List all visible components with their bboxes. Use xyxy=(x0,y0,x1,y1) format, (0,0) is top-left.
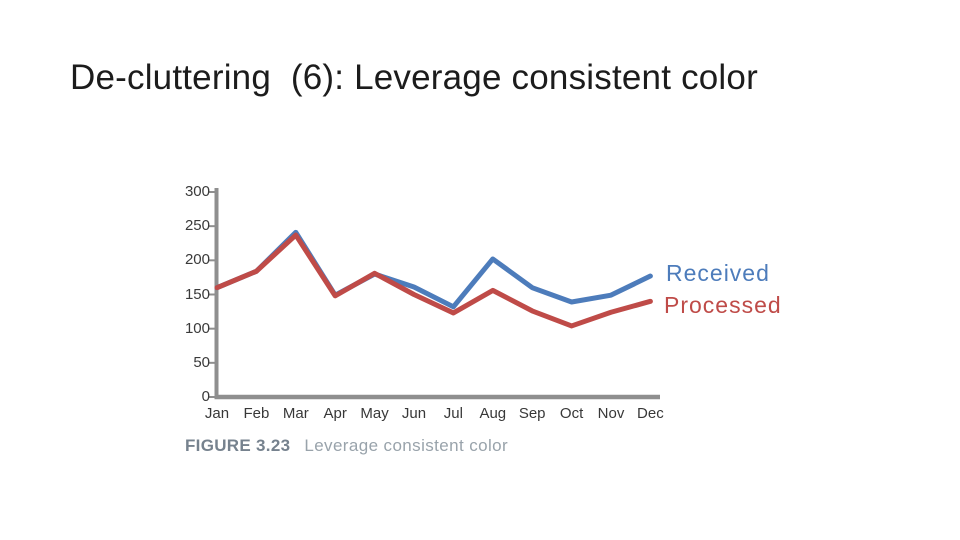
y-axis-tick-label: 100 xyxy=(184,319,210,337)
slide-title: De-cluttering (6): Leverage consistent c… xyxy=(70,58,758,97)
x-axis-tick-label: Jan xyxy=(204,405,230,422)
series-line-processed xyxy=(214,232,653,329)
x-axis-tick-label: Aug xyxy=(479,405,507,422)
series-label-processed: Processed xyxy=(664,292,782,318)
x-axis-tick-label: Jul xyxy=(443,405,463,422)
x-axis-tick-label: Oct xyxy=(559,405,584,422)
series-label-received: Received xyxy=(666,260,770,286)
series-line-received xyxy=(214,229,653,310)
chart-canvas xyxy=(209,188,660,400)
line-chart-figure: 0 50 100 150 200 250 300 Jan Feb Mar Apr May Jun Jul… xyxy=(180,170,860,480)
figure-caption: FIGURE 3.23 Leverage consistent color xyxy=(185,436,508,456)
figure-caption-text: Leverage consistent color xyxy=(304,436,509,455)
x-axis-tick-label: Mar xyxy=(282,405,309,422)
x-axis-tick-label: May xyxy=(360,405,389,422)
x-axis-tick-label: Apr xyxy=(323,405,347,422)
x-axis-tick-label: Dec xyxy=(637,405,664,422)
x-axis-tick-label: Nov xyxy=(597,405,625,422)
figure-caption-label: FIGURE 3.23 xyxy=(185,436,291,455)
y-axis-tick-label: 300 xyxy=(184,183,210,200)
x-axis-tick-label: Sep xyxy=(518,405,546,422)
y-axis-tick-label: 250 xyxy=(184,217,210,235)
x-axis-tick-label: Feb xyxy=(243,405,270,422)
y-axis-tick-label: 0 xyxy=(201,388,210,405)
y-axis-tick-label: 150 xyxy=(184,285,210,303)
y-axis-tick-label: 200 xyxy=(184,251,210,269)
y-axis-tick-label: 50 xyxy=(193,353,210,371)
x-axis-tick-label: Jun xyxy=(401,405,427,422)
